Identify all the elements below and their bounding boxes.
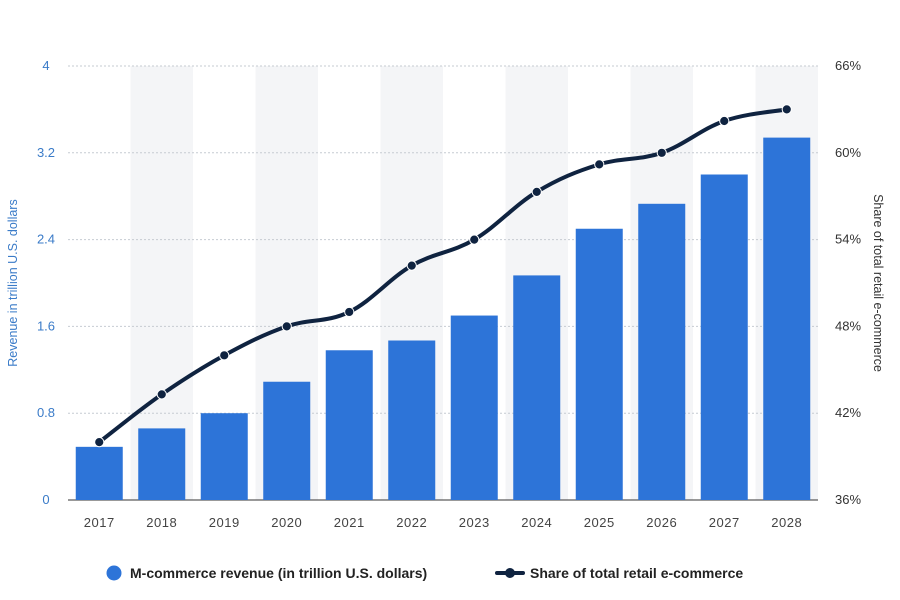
bar-2017	[75, 446, 123, 500]
x-tick-label: 2026	[646, 515, 677, 530]
share-point-2020	[281, 321, 292, 332]
share-point-2024	[531, 186, 542, 197]
y-left-tick-label: 0	[42, 492, 49, 507]
x-tick-label: 2020	[271, 515, 302, 530]
bar-2020	[263, 381, 311, 500]
legend-line-point	[505, 568, 515, 578]
y-left-axis-title: Revenue in trillion U.S. dollars	[6, 199, 20, 366]
y-left-tick-label: 0.8	[37, 405, 55, 420]
x-tick-label: 2017	[84, 515, 115, 530]
x-tick-label: 2025	[584, 515, 615, 530]
share-point-2025	[594, 159, 605, 170]
share-line	[97, 107, 789, 445]
share-point-2027	[719, 115, 730, 127]
legend-bar-marker	[106, 565, 122, 581]
bar-2019	[200, 413, 248, 500]
column-band	[130, 66, 193, 500]
y-left-tick-label: 3.2	[37, 145, 55, 160]
bar-2022	[388, 340, 436, 500]
share-point-2022	[406, 260, 417, 271]
y-right-tick-label: 42%	[835, 405, 861, 420]
y-left-tick-label: 2.4	[37, 232, 55, 247]
share-point-2017	[94, 437, 105, 448]
x-tick-label: 2021	[334, 515, 365, 530]
bar-2018	[138, 428, 186, 500]
x-tick-label: 2023	[459, 515, 490, 530]
y-right-axis-title: Share of total retail e-commerce	[871, 194, 885, 372]
share-point-2021	[344, 306, 355, 318]
y-right-tick-label: 54%	[835, 232, 861, 247]
x-tick-label: 2028	[771, 515, 802, 530]
bar-2025	[575, 228, 623, 500]
x-tick-label: 2027	[709, 515, 740, 530]
bar-2023	[450, 315, 498, 500]
y-right-tick-label: 48%	[835, 318, 861, 333]
y-left-tick-label: 4	[42, 58, 49, 73]
y-left-tick-label: 1.6	[37, 318, 55, 333]
share-point-2019	[219, 350, 230, 361]
y-right-tick-label: 60%	[835, 145, 861, 160]
bar-2024	[513, 275, 561, 500]
x-tick-label: 2018	[146, 515, 177, 530]
legend-line-label: Share of total retail e-commerce	[530, 565, 743, 581]
y-right-tick-label: 36%	[835, 492, 861, 507]
bar-2026	[638, 203, 686, 501]
y-right-tick-label: 66%	[835, 58, 861, 73]
x-tick-label: 2024	[521, 515, 552, 530]
share-point-2026	[656, 147, 667, 158]
legend-bar-label: M-commerce revenue (in trillion U.S. dol…	[130, 565, 427, 581]
share-point-2023	[469, 234, 480, 245]
x-tick-label: 2022	[396, 515, 427, 530]
share-point-2018	[156, 389, 167, 400]
bar-2021	[325, 350, 373, 500]
bar-2028	[763, 137, 811, 501]
share-point-2028	[781, 104, 792, 115]
bar-2027	[700, 174, 748, 500]
x-tick-label: 2019	[209, 515, 240, 530]
